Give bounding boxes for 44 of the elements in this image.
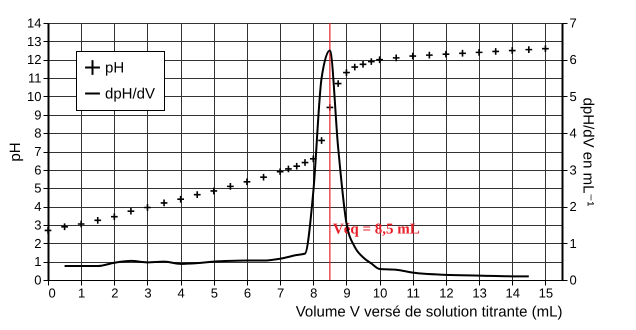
y2-tick-label: 1 (570, 236, 577, 251)
x-tick-label: 12 (439, 286, 454, 300)
x-tick-label: 8 (310, 286, 318, 300)
y2-tick-label: 2 (570, 199, 577, 214)
y-tick-label: 4 (34, 199, 42, 214)
x-tick-label: 7 (277, 286, 284, 300)
y2-tick-label: 4 (570, 126, 577, 141)
y2-tick-label: 0 (570, 272, 577, 288)
y2-axis-title: dpH/dV en mL⁻¹ (580, 98, 597, 206)
x-tick-label: 5 (210, 286, 218, 300)
legend-label: pH (105, 60, 124, 76)
x-tick-label: 6 (244, 286, 252, 300)
y-tick-label: 9 (34, 107, 42, 122)
y-tick-label: 12 (27, 52, 42, 68)
y-tick-label: 13 (27, 34, 42, 49)
y-tick-label: 11 (28, 70, 42, 86)
y-tick-label: 8 (34, 126, 42, 141)
x-tick-label: 14 (506, 286, 520, 300)
y-tick-label: 1 (34, 254, 42, 270)
y-axis-title: pH (7, 142, 24, 162)
x-tick-label: 3 (144, 286, 152, 300)
y-tick-label: 3 (34, 217, 42, 232)
x-tick-label: 11 (406, 286, 420, 300)
legend-label: dpH/dV (105, 86, 156, 102)
x-tick-label: 10 (372, 286, 388, 300)
x-tick-label: 15 (538, 286, 554, 300)
y-tick-label: 10 (27, 88, 42, 104)
x-tick-label: 0 (48, 286, 56, 300)
x-tick-label: 9 (343, 286, 351, 300)
y2-tick-label: 3 (570, 162, 577, 178)
y2-tick-label: 7 (570, 16, 577, 30)
y2-tick-label: 6 (570, 52, 577, 68)
y-tick-label: 0 (34, 272, 42, 288)
x-tick-label: 13 (472, 286, 487, 300)
y-tick-label: 2 (34, 236, 42, 251)
x-axis-title: Volume V versé de solution titrante (mL) (296, 304, 562, 320)
y-tick-label: 6 (34, 162, 42, 178)
y-tick-label: 7 (34, 144, 42, 159)
y-tick-label: 14 (27, 16, 42, 30)
y-tick-label: 5 (34, 180, 42, 196)
y2-tick-label: 5 (570, 88, 577, 104)
x-tick-label: 2 (111, 286, 118, 300)
x-tick-label: 4 (178, 286, 185, 300)
x-tick-label: 1 (78, 286, 86, 300)
